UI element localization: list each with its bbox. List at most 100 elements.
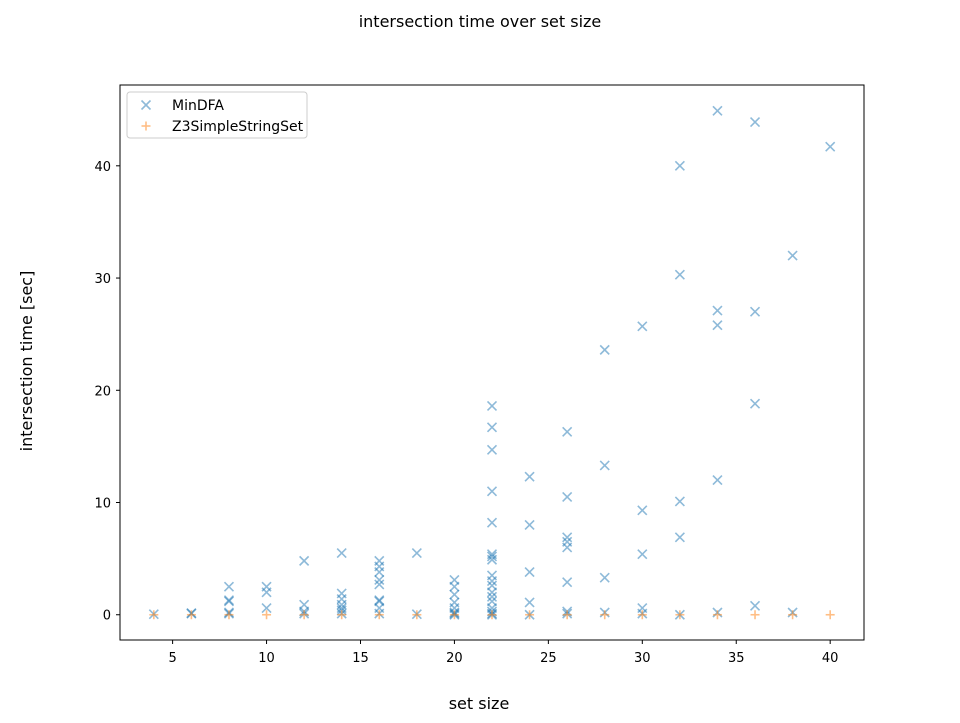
data-point [486, 486, 498, 497]
data-point [223, 595, 235, 606]
x-tick-label: 40 [822, 651, 839, 666]
legend-box [126, 91, 308, 139]
data-point [712, 105, 723, 116]
axes: 5 10 15 20 25 30 35 40 0 10 20 30 40 [94, 84, 865, 666]
data-point [262, 610, 272, 620]
data-point [637, 549, 648, 560]
data-point [486, 580, 498, 591]
legend-marker-mindfa [140, 99, 152, 111]
legend-label-z3simplestringset: Z3SimpleStringSet [172, 119, 304, 135]
data-point [749, 600, 761, 611]
data-point [712, 305, 723, 316]
data-point [562, 532, 573, 543]
data-point [524, 519, 535, 531]
data-point [337, 610, 347, 620]
x-tick-label: 35 [728, 651, 745, 666]
data-point [749, 306, 761, 317]
data-point [186, 610, 196, 620]
data-point [487, 610, 497, 620]
data-point [787, 250, 798, 261]
data-point [261, 581, 272, 592]
data-point [486, 400, 498, 412]
data-point [675, 610, 685, 620]
data-point [224, 610, 234, 620]
x-axis-label: set size [449, 694, 510, 713]
data-point [374, 574, 385, 586]
data-point [149, 610, 159, 620]
data-point [749, 116, 761, 128]
x-tick-label: 30 [634, 651, 651, 666]
data-point [674, 496, 685, 507]
data-point [449, 610, 459, 620]
data-point [374, 579, 385, 590]
data-point [412, 610, 422, 620]
data-point [486, 444, 498, 455]
data-point [486, 591, 498, 602]
legend-label-mindfa: MinDFA [172, 98, 224, 114]
data-point [749, 398, 761, 409]
data-point [524, 567, 535, 578]
data-point [825, 141, 836, 152]
x-tick-label: 20 [446, 651, 463, 666]
data-point [223, 581, 235, 592]
data-point [674, 269, 685, 280]
data-point [637, 610, 647, 620]
data-point [562, 577, 573, 588]
data-point [712, 610, 722, 620]
legend: MinDFA Z3SimpleStringSet [126, 91, 308, 139]
data-point [299, 555, 310, 566]
data-point [600, 610, 610, 620]
data-point [524, 471, 535, 482]
series-0 [148, 105, 836, 620]
y-axis-label: intersection time [sec] [17, 271, 36, 452]
data-point [336, 547, 347, 559]
data-point [299, 599, 310, 610]
legend-symbol [140, 99, 152, 111]
chart-title: intersection time over set size [359, 12, 602, 31]
data-point [674, 532, 685, 543]
legend-symbol [141, 121, 151, 131]
data-point [712, 475, 723, 486]
data-point [486, 549, 498, 560]
data-point [374, 610, 384, 620]
data-point [524, 597, 535, 608]
data-point [562, 491, 573, 502]
data-point [599, 344, 610, 355]
data-point [374, 555, 385, 566]
data-point [637, 321, 648, 332]
data-point [637, 602, 648, 614]
data-point [712, 320, 723, 331]
data-point [525, 610, 535, 620]
data-point [486, 570, 498, 581]
plot-marks [148, 105, 836, 620]
y-tick-label: 30 [94, 272, 111, 287]
data-point [599, 572, 610, 583]
data-point [562, 610, 572, 620]
data-point [449, 597, 460, 608]
data-point [599, 460, 610, 471]
data-point [336, 588, 347, 599]
data-point [637, 505, 648, 516]
plot-frame [119, 84, 865, 641]
y-tick-label: 20 [94, 384, 111, 399]
data-point [336, 602, 347, 614]
x-tick-label: 5 [168, 651, 176, 666]
data-point [261, 602, 272, 614]
x-tick-label: 10 [258, 651, 275, 666]
y-tick-label: 10 [94, 497, 111, 512]
data-point [449, 574, 460, 586]
x-tick-label: 15 [352, 651, 369, 666]
data-point [562, 426, 573, 437]
data-point [299, 610, 309, 620]
data-point [825, 610, 835, 620]
data-point [674, 160, 685, 171]
data-point [486, 422, 498, 433]
legend-marker-z3simplestringset [141, 121, 151, 131]
y-tick-label: 40 [94, 160, 111, 175]
data-point [486, 517, 498, 528]
data-point [562, 536, 573, 547]
data-point [374, 595, 385, 606]
y-tick-label: 0 [103, 609, 111, 624]
